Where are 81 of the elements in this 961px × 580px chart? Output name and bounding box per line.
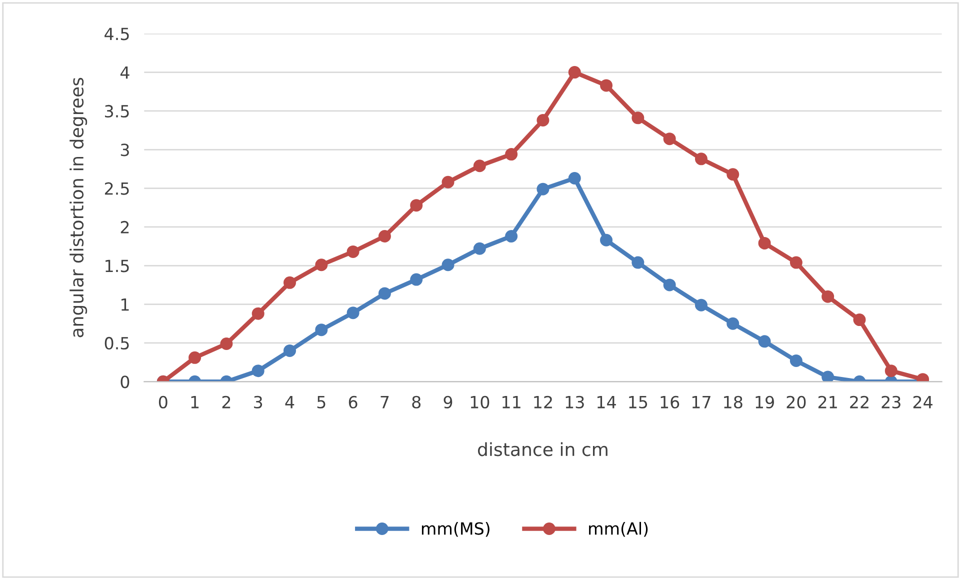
y-tick-label: 1 [121,298,129,311]
point [315,258,328,272]
x-tick-label: 11 [502,396,520,408]
point [284,344,296,357]
x-tick-label: 3 [254,396,262,408]
y-tick-label: 3.5 [105,104,129,118]
point [822,290,834,303]
point [410,273,423,286]
x-tick-label: 16 [660,396,680,408]
x-tick-label: 14 [597,396,616,408]
point [663,132,676,146]
point [726,168,740,181]
point [220,337,233,350]
x-tick-label: 0 [158,396,168,408]
point [663,278,676,292]
point [252,307,264,320]
point [758,335,771,348]
point [600,79,613,92]
point [790,256,802,269]
point [346,306,360,320]
y-tick-label: 1.5 [106,260,129,272]
x-axis-title: distance in cm [478,442,608,456]
y-tick-label: 3 [120,144,129,156]
x-tick-label: 13 [566,396,584,408]
point [442,258,454,272]
x-tick-label: 4 [285,396,294,408]
legend-label: mm(MS) [422,522,490,537]
x-tick-label: 22 [850,396,868,408]
point [505,148,518,161]
point [505,230,518,243]
point [758,236,771,250]
point [188,351,202,364]
point [632,256,644,269]
y-tick-label: 0 [120,376,130,388]
point [378,287,391,300]
y-tick-label: 2 [120,220,129,234]
point [853,314,866,326]
x-tick-label: 5 [317,396,326,408]
point [884,364,898,378]
x-tick-label: 8 [412,396,421,408]
point [378,230,391,243]
x-tick-label: 19 [756,396,774,408]
point [315,324,328,336]
x-tick-label: 20 [786,396,806,408]
x-tick-label: 6 [348,396,358,408]
point [252,364,264,378]
legend-label: mm(Al) [589,522,648,537]
point [790,354,802,368]
x-tick-label: 2 [222,396,230,408]
point [284,276,296,289]
y-tick-label: 4 [120,66,130,79]
point [600,234,613,246]
x-tick-label: 18 [724,396,742,408]
point [632,112,644,124]
x-tick-label: 12 [534,396,552,408]
x-tick-label: 15 [629,396,648,408]
point [822,370,834,382]
x-tick-label: 10 [470,396,490,408]
point [346,245,360,258]
x-tick-label: 17 [692,396,710,408]
point [536,182,550,196]
x-tick-label: 21 [818,396,837,408]
point [536,114,550,127]
y-tick-label: 2.5 [104,182,129,195]
point [694,298,708,312]
point [694,152,708,166]
point [410,199,423,212]
point [473,242,486,255]
x-tick-label: 9 [444,396,452,408]
y-tick-label: 0.5 [104,336,129,350]
x-tick-label: 24 [913,396,932,408]
y-tick-label: 4.5 [104,28,129,40]
point [568,172,581,185]
x-tick-label: 23 [882,396,900,408]
point [473,160,486,172]
point [568,66,581,79]
y-axis-title: angular distortion in degrees [70,78,88,338]
point [442,176,454,188]
point [726,317,740,330]
x-tick-label: 7 [380,396,389,408]
x-tick-label: 1 [191,396,199,408]
